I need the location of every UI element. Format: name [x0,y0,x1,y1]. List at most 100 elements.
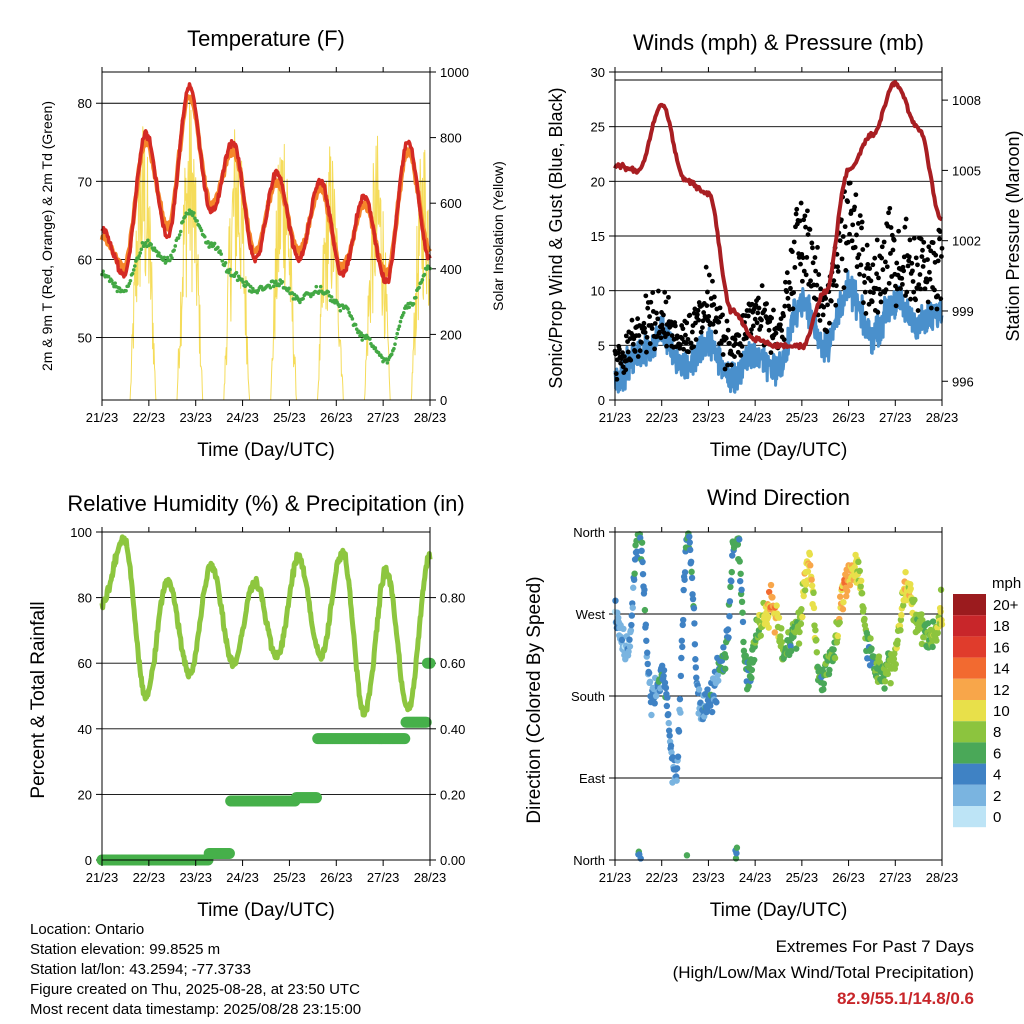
direction-point [642,621,650,628]
direction-point [673,765,681,772]
humidity-y-tick-label: 80 [78,591,92,606]
speed-legend-label: 10 [993,703,1010,720]
speed-legend-swatch [953,636,986,658]
gust-point [852,244,858,250]
direction-point [773,602,780,609]
direction-point [826,666,833,674]
gust-point [821,304,827,310]
temperature-x-tick-label: 21/23 [86,410,119,425]
dewpoint-point [411,301,416,306]
gust-point [857,213,863,219]
direction-point [661,679,669,686]
humidity-y2-tick-label: 0.40 [440,722,465,737]
direction-point [691,620,698,627]
gust-point [799,278,805,284]
gust-point [890,247,896,253]
direction-point [686,533,693,540]
dewpoint-point [407,305,412,310]
direction-point [688,574,696,582]
winds-y2-tick-label: 1005 [952,163,981,178]
direction-point [630,576,638,584]
gust-point [924,279,930,285]
gust-point [643,293,649,299]
direction-point [734,541,742,548]
temperature-plot-frame [101,71,431,401]
temp-2m-line [100,82,432,285]
gust-point [938,254,944,259]
direction-point [919,616,926,624]
direction-point [681,569,689,576]
gust-point [847,180,853,186]
winds-y2-tick-label: 1008 [952,93,981,108]
gust-point [711,302,717,307]
gust-point [764,301,769,307]
direction-point [704,686,711,693]
direction-point [892,661,899,668]
direction-point [875,653,883,660]
gust-point [860,300,866,306]
dewpoint-point [115,289,120,294]
gust-point [779,327,785,333]
gust-point [859,219,865,225]
speed-legend-label: 2 [993,788,1001,805]
gust-point [900,264,906,270]
direction-point [679,621,686,629]
winds-y-tick-label: 10 [591,284,605,299]
gust-point [840,234,846,239]
temperature-y2-tick-label: 1000 [440,65,469,80]
direction-point [812,626,819,634]
gust-point [693,320,698,326]
gust-point [805,208,810,214]
temperature-y2-tick-label: 800 [440,131,462,146]
dewpoint-point [131,268,136,272]
gust-point [922,286,928,292]
gust-point [813,296,819,302]
direction-point [639,558,646,566]
gust-point [705,289,710,295]
winds-x-tick-label: 23/23 [692,410,725,425]
humidity-plot-frame [101,531,431,861]
humidity-x-tick-label: 23/23 [179,870,212,885]
temperature-x-tick-label: 23/23 [179,410,212,425]
gust-point [880,267,886,273]
gust-point [913,255,919,261]
gust-point [828,298,834,304]
direction-point [858,590,866,597]
temperature-x-tick-label: 25/23 [273,410,306,425]
gust-point [893,303,899,309]
gust-point [934,306,940,312]
direction-point [689,591,696,598]
temperature-y2-tick-label: 0 [440,393,447,408]
gust-point [850,222,856,228]
direction-point [679,643,686,651]
gust-point [732,354,737,360]
direction-point [722,654,729,661]
dewpoint-point [277,283,281,288]
dewpoint-point [360,338,365,342]
dewpoint-point [183,214,187,219]
gust-point [672,323,678,329]
gust-point [803,224,808,230]
direction-point [648,711,655,719]
gust-point [810,260,816,266]
gust-point [798,261,803,267]
direction-point [767,581,775,589]
direction-point [738,598,746,606]
gust-point [704,303,710,308]
speed-legend-label: 20+ [993,597,1019,614]
direction-point [625,648,632,655]
temperature-x-tick-label: 27/23 [367,410,400,425]
gust-point [906,254,912,260]
gust-point [647,341,653,347]
dewpoint-point [346,307,350,311]
direction-point [748,666,756,674]
direction-point [813,649,821,656]
gust-point [689,329,695,335]
gust-point [769,315,774,321]
direction-x-tick-label: 21/23 [599,870,632,885]
dewpoint-point [176,236,181,240]
direction-point [740,647,748,655]
direction-point [687,558,695,566]
direction-point [687,546,694,554]
gust-point [802,213,808,219]
